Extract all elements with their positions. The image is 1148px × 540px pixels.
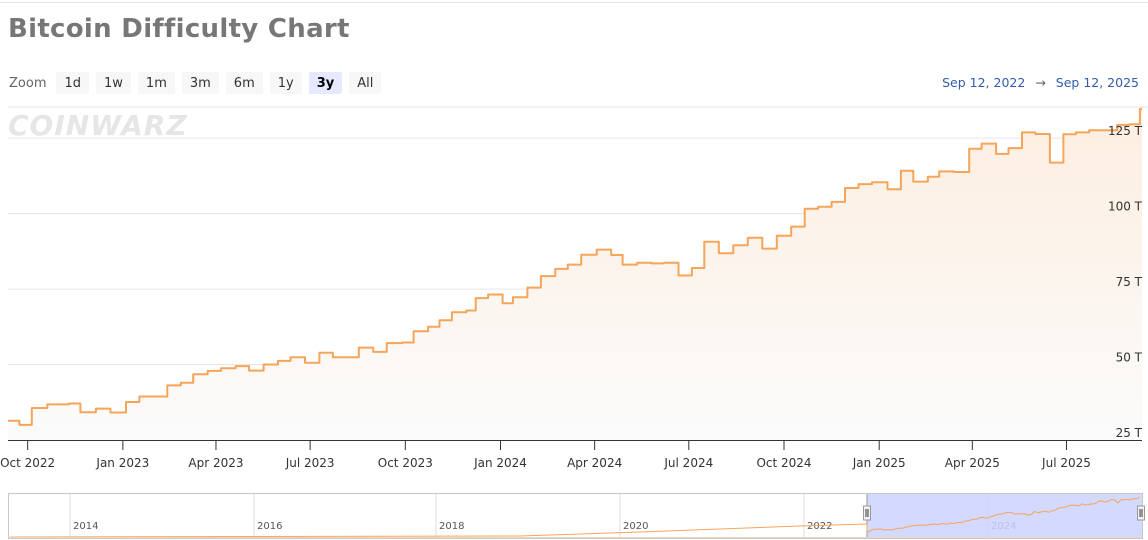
navigator-year-label: 2016 <box>257 521 282 532</box>
difficulty-chart[interactable]: COINWARZ Oct 2022 Jan 2023 Apr 2023 Jul 202… <box>0 96 1148 476</box>
top-rule <box>0 2 1148 3</box>
navigator-year-label: 2014 <box>73 521 98 532</box>
x-tick-label: Jul 2024 <box>663 456 713 470</box>
navigator-year-label: 2018 <box>439 521 464 532</box>
series-line[interactable] <box>8 107 1142 426</box>
x-tick-label: Jul 2025 <box>1041 456 1091 470</box>
range-from-date[interactable]: Sep 12, 2022 <box>942 75 1026 90</box>
zoom-1y-button[interactable]: 1y <box>269 72 302 94</box>
series-area <box>8 108 1142 441</box>
navigator-series-line <box>9 496 1140 538</box>
navigator-left-handle[interactable] <box>863 505 871 521</box>
zoom-all-button[interactable]: All <box>349 72 382 94</box>
coinwarz-watermark: COINWARZ <box>8 109 188 142</box>
zoom-selector: Zoom 1d 1w 1m 3m 6m 1y 3y All <box>9 72 382 94</box>
x-tick-label: Apr 2025 <box>945 456 1000 470</box>
x-tick-label: Jul 2023 <box>285 456 335 470</box>
x-axis: Oct 2022 Jan 2023 Apr 2023 Jul 2023 Oct 2023… <box>0 440 1142 470</box>
x-tick-label: Jan 2023 <box>95 456 149 470</box>
x-tick-label: Jan 2024 <box>473 456 527 470</box>
range-to-date[interactable]: Sep 12, 2025 <box>1055 75 1139 90</box>
page-title: Bitcoin Difficulty Chart <box>8 14 350 44</box>
range-navigator[interactable]: 201420162018202020222024 <box>0 480 1148 540</box>
zoom-3m-button[interactable]: 3m <box>181 72 219 94</box>
date-range-display: Sep 12, 2022 → Sep 12, 2025 <box>942 75 1139 90</box>
navigator-year-label: 2022 <box>807 521 832 532</box>
x-tick-label: Jan 2025 <box>852 456 906 470</box>
zoom-6m-button[interactable]: 6m <box>225 72 263 94</box>
x-tick-label: Oct 2024 <box>756 456 811 470</box>
y-tick-label: 50 T <box>1116 351 1143 365</box>
navigator-selected-range[interactable] <box>867 494 1142 538</box>
y-tick-label: 100 T <box>1108 200 1143 214</box>
zoom-1d-button[interactable]: 1d <box>56 72 90 94</box>
zoom-1m-button[interactable]: 1m <box>137 72 175 94</box>
range-arrow: → <box>1035 75 1046 90</box>
zoom-1w-button[interactable]: 1w <box>96 72 131 94</box>
y-tick-label: 25 T <box>1116 426 1143 440</box>
series-layer <box>8 107 1142 441</box>
zoom-label: Zoom <box>9 75 47 91</box>
y-tick-label: 125 T <box>1108 124 1143 138</box>
x-tick-label: Oct 2022 <box>0 456 55 470</box>
navigator-year-label: 2020 <box>623 521 648 532</box>
x-tick-label: Apr 2023 <box>188 456 243 470</box>
x-tick-label: Apr 2024 <box>567 456 622 470</box>
navigator-right-handle[interactable] <box>1137 505 1145 521</box>
y-axis: 25 T 50 T 75 T 100 T 125 T <box>1108 124 1143 440</box>
x-tick-label: Oct 2023 <box>378 456 433 470</box>
zoom-3y-button[interactable]: 3y <box>308 72 343 94</box>
y-tick-label: 75 T <box>1116 275 1143 289</box>
